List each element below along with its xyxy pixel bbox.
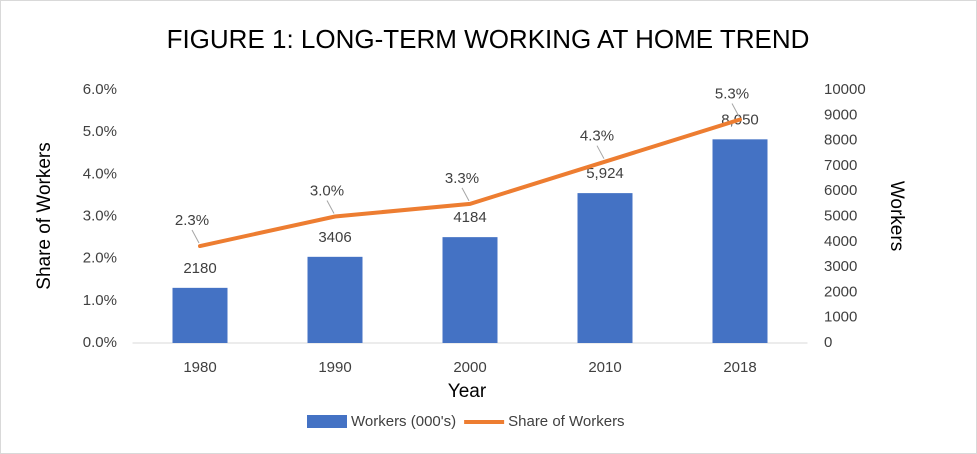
y-axis-title: Share of Workers <box>34 142 55 289</box>
legend-label: Share of Workers <box>508 413 624 430</box>
bar-value-label: 3406 <box>318 229 351 246</box>
x-tick-label: 2010 <box>588 359 621 376</box>
leader-line <box>191 229 200 244</box>
y2-tick-label: 8000 <box>824 132 857 149</box>
bar-value-label: 4184 <box>453 209 486 226</box>
y2-tick-label: 7000 <box>824 157 857 174</box>
legend-swatch <box>307 415 347 428</box>
leader-line <box>461 187 470 202</box>
y-tick-label: 2.0% <box>83 250 117 267</box>
y-tick-label: 4.0% <box>83 165 117 182</box>
line-value-label: 5.3% <box>715 85 749 102</box>
y2-tick-label: 5000 <box>824 207 857 224</box>
bar <box>712 139 768 343</box>
x-tick-label: 1990 <box>318 359 351 376</box>
x-tick-label: 1980 <box>183 359 216 376</box>
y2-tick-label: 6000 <box>824 182 857 199</box>
y2-axis-title: Workers <box>886 181 907 251</box>
line-value-label: 3.3% <box>445 170 479 187</box>
leader-line <box>731 103 740 117</box>
y2-tick-label: 9000 <box>824 106 857 123</box>
bar-value-label: 2180 <box>183 260 216 277</box>
y-tick-label: 0.0% <box>83 334 117 351</box>
bar <box>442 237 498 343</box>
bar <box>307 256 363 343</box>
y-tick-label: 3.0% <box>83 207 117 224</box>
bar-value-label: 5,924 <box>586 165 624 182</box>
leader-line <box>596 145 605 159</box>
x-tick-label: 2018 <box>723 359 756 376</box>
y2-tick-label: 3000 <box>824 258 857 275</box>
y2-tick-label: 2000 <box>824 283 857 300</box>
leader-line <box>326 200 335 214</box>
y-tick-label: 1.0% <box>83 292 117 309</box>
y-tick-label: 5.0% <box>83 123 117 140</box>
y2-tick-label: 10000 <box>824 81 866 98</box>
line-value-label: 4.3% <box>580 128 614 145</box>
y2-tick-label: 1000 <box>824 309 857 326</box>
y2-tick-label: 0 <box>824 334 832 351</box>
line-value-label: 3.0% <box>310 182 344 199</box>
bar <box>172 287 228 343</box>
legend-label: Workers (000's) <box>351 413 456 430</box>
line-value-label: 2.3% <box>175 212 209 229</box>
y-tick-label: 6.0% <box>83 81 117 98</box>
y2-tick-label: 4000 <box>824 233 857 250</box>
x-tick-label: 2000 <box>453 359 486 376</box>
chart-title: FIGURE 1: LONG-TERM WORKING AT HOME TREN… <box>167 24 810 54</box>
line <box>198 117 742 249</box>
bar <box>577 193 633 343</box>
x-axis-title: Year <box>448 381 487 402</box>
